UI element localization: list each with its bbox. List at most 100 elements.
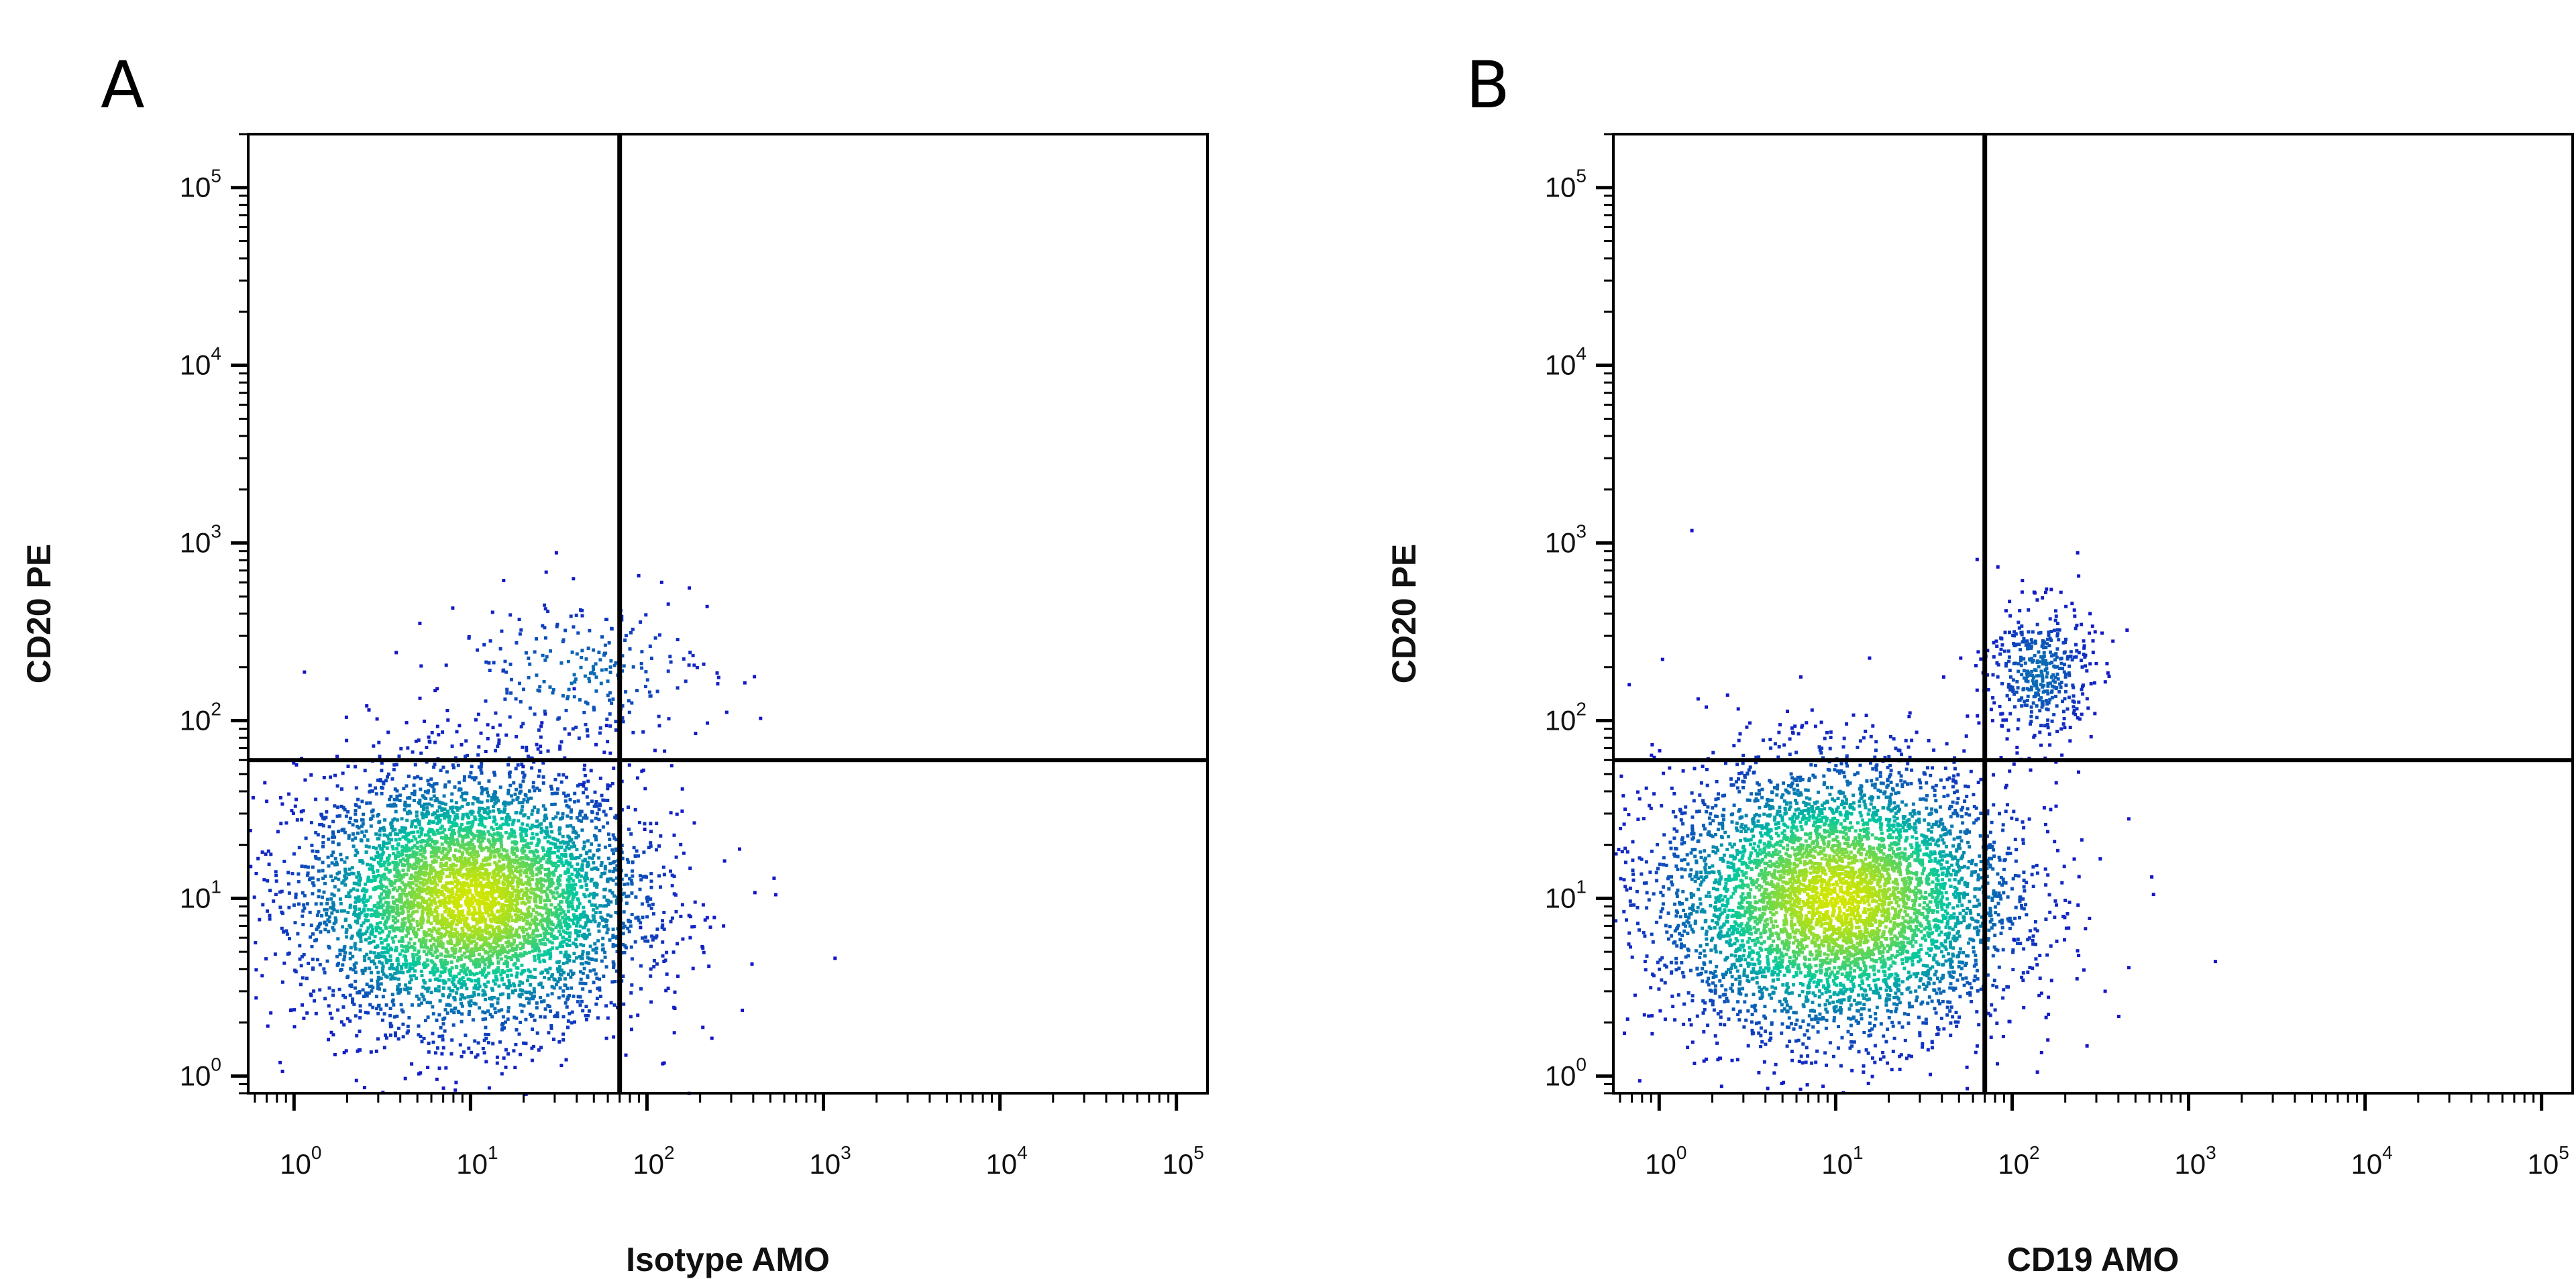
event-point [634, 895, 638, 899]
event-point [425, 907, 429, 911]
event-point [447, 909, 451, 913]
event-point [474, 965, 478, 969]
event-point [394, 948, 398, 952]
event-point [398, 860, 402, 864]
event-point [500, 977, 504, 981]
event-point [701, 903, 705, 907]
event-point [441, 1022, 445, 1026]
event-point [381, 884, 385, 888]
event-point [565, 775, 569, 779]
event-point [492, 838, 496, 842]
event-point [383, 877, 387, 881]
event-point [419, 889, 423, 893]
event-point [455, 899, 460, 903]
event-point [537, 949, 541, 953]
event-point [345, 738, 349, 742]
event-point [506, 1006, 511, 1010]
event-point [492, 890, 496, 894]
event-point [549, 860, 553, 864]
event-point [489, 1003, 493, 1007]
event-point [639, 921, 643, 925]
event-point [350, 934, 354, 938]
event-point [378, 900, 382, 904]
event-point [391, 860, 395, 865]
event-point [429, 948, 433, 952]
event-point [508, 899, 512, 903]
event-point [490, 881, 494, 885]
event-point [386, 858, 390, 863]
event-point [587, 961, 591, 965]
event-point [549, 954, 553, 958]
event-point [598, 986, 602, 990]
event-point [379, 898, 383, 902]
event-point [278, 1060, 282, 1064]
event-point [315, 913, 319, 917]
event-point [484, 1017, 488, 1021]
event-point [395, 889, 399, 893]
event-point [493, 794, 497, 798]
event-point [331, 840, 335, 844]
event-point [345, 856, 349, 860]
event-point [451, 867, 455, 871]
event-point [484, 924, 488, 928]
event-point [499, 957, 503, 961]
event-point [552, 937, 556, 940]
event-point [417, 950, 421, 954]
event-point [441, 946, 445, 950]
event-point [325, 797, 329, 801]
event-point [464, 739, 468, 743]
event-point [470, 979, 474, 983]
event-point [248, 829, 252, 832]
event-point [520, 848, 524, 852]
event-point [410, 1062, 414, 1066]
event-point [676, 942, 679, 946]
event-point [490, 799, 494, 803]
event-point [623, 944, 627, 948]
event-point [443, 967, 447, 971]
event-point [492, 946, 496, 950]
event-point [580, 819, 583, 823]
event-point [480, 800, 484, 804]
event-point [437, 733, 441, 737]
event-point [429, 854, 433, 858]
event-point [423, 856, 427, 860]
event-point [491, 951, 495, 955]
event-point [567, 894, 571, 898]
event-point [380, 769, 384, 773]
event-point [404, 955, 407, 958]
event-point [546, 924, 550, 928]
event-point [575, 924, 578, 928]
event-point [280, 980, 284, 984]
event-point [472, 836, 476, 840]
event-point [382, 913, 386, 917]
event-point [476, 850, 479, 854]
event-point [550, 787, 554, 791]
event-point [606, 928, 610, 931]
event-point [561, 888, 565, 892]
event-point [556, 980, 560, 984]
event-point [333, 835, 337, 839]
event-point [536, 808, 540, 812]
event-point [560, 860, 564, 865]
event-point [468, 775, 472, 779]
event-point [498, 914, 502, 918]
event-point [360, 824, 364, 828]
event-point [447, 907, 451, 911]
event-point [578, 879, 582, 883]
event-point [626, 926, 630, 930]
event-point [309, 773, 313, 777]
event-point [482, 901, 486, 905]
event-point [584, 871, 588, 875]
event-point [343, 954, 347, 958]
event-point [497, 810, 501, 814]
event-point [593, 881, 596, 885]
event-point [476, 882, 480, 886]
event-point [332, 928, 336, 932]
event-point [478, 830, 482, 833]
event-point [472, 778, 476, 782]
event-point [507, 979, 511, 983]
event-point [382, 844, 386, 848]
event-point [417, 997, 421, 1001]
event-point [457, 830, 461, 834]
event-point [313, 939, 317, 943]
